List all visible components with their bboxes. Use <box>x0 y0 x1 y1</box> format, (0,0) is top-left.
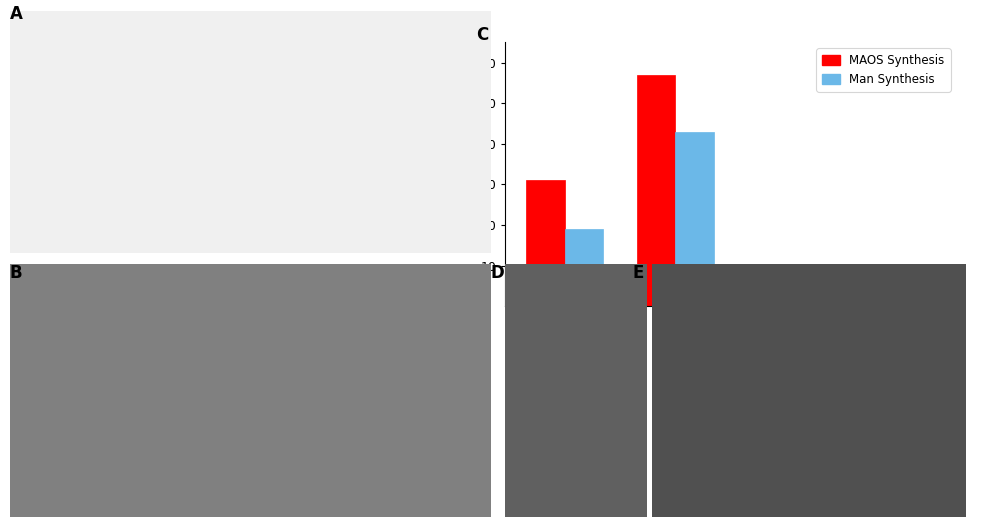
Bar <box>675 131 714 306</box>
Legend: MAOS Synthesis, Man Synthesis: MAOS Synthesis, Man Synthesis <box>816 48 951 92</box>
X-axis label: Size of GQDs(nm): Size of GQDs(nm) <box>675 334 787 347</box>
Bar <box>564 229 603 306</box>
Text: E: E <box>633 264 645 282</box>
Y-axis label: Growth of Plants(g/m²): Growth of Plants(g/m²) <box>462 103 475 246</box>
Text: B: B <box>10 264 23 282</box>
Bar <box>787 278 825 306</box>
Text: D: D <box>490 264 504 282</box>
Bar <box>748 266 787 306</box>
Bar <box>858 298 898 306</box>
Bar <box>637 75 675 306</box>
Text: A: A <box>10 5 23 23</box>
Text: C: C <box>476 26 488 44</box>
Bar <box>526 181 564 306</box>
Bar <box>898 302 936 306</box>
